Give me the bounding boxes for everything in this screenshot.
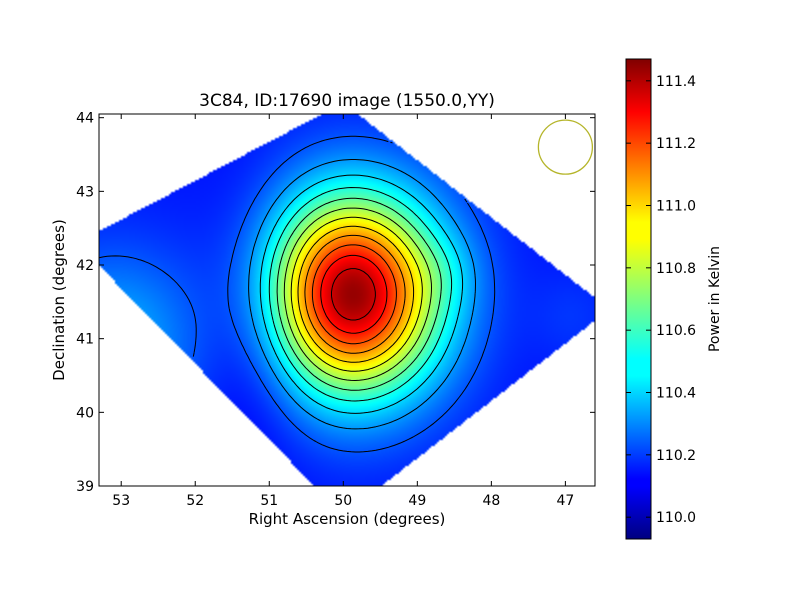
contour-line <box>248 159 476 430</box>
y-tick-label: 40 <box>76 405 94 421</box>
contour-line <box>304 234 406 354</box>
x-axis-label: Right Ascension (degrees) <box>249 510 446 528</box>
colorbar-tick-label: 110.4 <box>656 386 696 402</box>
colorbar-tick-label: 110.6 <box>656 323 696 339</box>
x-axis: 53 52 51 50 49 48 47 <box>112 114 574 509</box>
x-tick-label: 52 <box>186 493 204 509</box>
heatmap-image <box>99 114 595 486</box>
colorbar-label: Power in Kelvin <box>707 246 723 352</box>
x-tick-label: 49 <box>408 493 426 509</box>
contour-line <box>290 216 423 372</box>
contour-line <box>276 197 442 391</box>
contour-line <box>268 187 453 402</box>
y-axis: 39 40 41 42 43 44 <box>76 111 595 495</box>
contour-line <box>311 244 397 345</box>
contour-line <box>331 268 376 321</box>
colorbar-tick-label: 110.2 <box>656 448 696 464</box>
colorbar-tick-label: 110.0 <box>656 510 696 526</box>
chart-title: 3C84, ID:17690 image (1550.0,YY) <box>199 91 495 111</box>
y-tick-label: 39 <box>76 479 94 495</box>
x-tick-label: 53 <box>112 493 130 509</box>
contour-line <box>297 225 415 363</box>
colorbar <box>625 58 652 540</box>
y-tick-label: 41 <box>76 332 94 348</box>
y-axis-label: Declination (degrees) <box>50 219 68 381</box>
contour-line <box>259 174 464 414</box>
colorbar-tick-label: 110.8 <box>656 261 696 277</box>
colorbar-tick-label: 111.0 <box>656 198 696 214</box>
contour-line <box>320 254 388 334</box>
contour-lines <box>99 135 496 453</box>
x-tick-label: 48 <box>482 493 500 509</box>
y-tick-label: 44 <box>76 111 94 127</box>
y-tick-label: 43 <box>76 184 94 200</box>
contour-line <box>283 207 432 381</box>
colorbar-ticks: 110.0 110.2 110.4 110.6 110.8 111.0 111.2 111.4 <box>626 74 696 526</box>
x-tick-label: 51 <box>260 493 278 509</box>
colorbar-tick-label: 111.2 <box>656 136 696 152</box>
y-tick-label: 42 <box>76 258 94 274</box>
x-tick-label: 47 <box>556 493 574 509</box>
beam-circle <box>537 119 594 175</box>
x-tick-label: 50 <box>334 493 352 509</box>
plot-area <box>99 114 595 486</box>
contour-line <box>99 135 496 453</box>
colorbar-tick-label: 111.4 <box>656 74 696 90</box>
plot-frame <box>98 113 596 487</box>
